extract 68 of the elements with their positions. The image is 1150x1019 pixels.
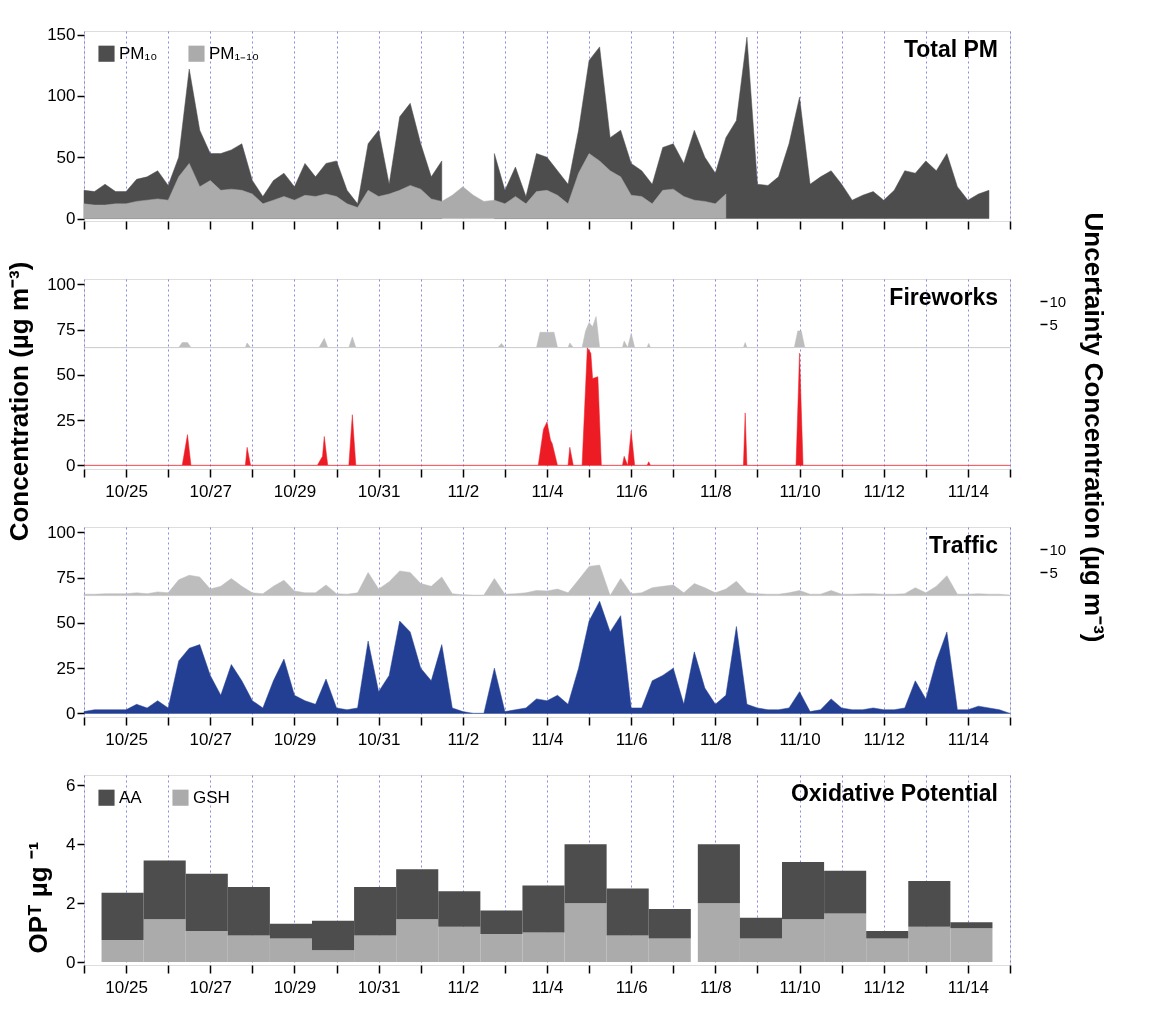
x-tick-label: 10/27: [189, 481, 233, 501]
x-tick-label: 11/4: [531, 977, 564, 997]
y-tick-label: 25: [56, 410, 76, 430]
x-tick-label: 11/12: [863, 977, 905, 997]
y-tick-label: 6: [66, 775, 76, 795]
y-tick-label: 0: [66, 952, 76, 972]
y-tick-label: 75: [56, 568, 76, 588]
x-tick-label: 11/2: [447, 729, 480, 749]
legend-label: GSH: [193, 787, 230, 807]
x-tick-label: 11/2: [447, 481, 480, 501]
y-tick-label: 50: [56, 147, 76, 167]
x-tick-label: 11/8: [699, 977, 732, 997]
x-tick-label: 11/14: [947, 977, 990, 997]
bar: [697, 844, 740, 904]
x-tick-label: 10/29: [273, 977, 317, 997]
x-tick-label: 11/12: [863, 481, 905, 501]
x-tick-label: 11/8: [699, 481, 732, 501]
y2-tick-label: 10: [1049, 540, 1067, 558]
bar: [866, 931, 909, 939]
x-tick-label: 11/4: [531, 481, 564, 501]
y-tick-label: 100: [47, 274, 76, 294]
x-tick-label: 10/29: [273, 481, 317, 501]
y-tick-label: 0: [66, 703, 76, 723]
x-tick-label: 10/25: [105, 977, 148, 997]
x-tick-label: 10/31: [357, 977, 401, 997]
legend-label: AA: [119, 787, 143, 807]
x-tick-label: 11/14: [947, 729, 990, 749]
x-tick-label: 10/27: [189, 977, 233, 997]
y-tick-label: 75: [56, 320, 76, 340]
legend-label: PM₁₀: [119, 43, 158, 63]
x-tick-label: 11/10: [779, 977, 821, 997]
y-tick-label: 25: [56, 658, 76, 678]
x-tick-label: 11/10: [779, 481, 821, 501]
x-tick-label: 11/12: [863, 729, 905, 749]
legend-label: PM₁₋₁₀: [209, 43, 260, 63]
x-tick-label: 11/8: [699, 729, 732, 749]
x-tick-label: 11/6: [615, 977, 648, 997]
x-tick-label: 10/25: [105, 729, 148, 749]
chart-title: Total PM: [903, 36, 998, 62]
y2-axis-title: Uncertainty Concentration (µg m⁻³): [1079, 212, 1110, 643]
x-tick-label: 10/25: [105, 481, 148, 501]
chart-title: Fireworks: [889, 284, 998, 310]
y-axis-title: OPᵀ µg ⁻¹: [23, 841, 54, 954]
y-tick-label: 4: [66, 834, 76, 854]
y-tick-label: 100: [47, 86, 76, 106]
y-axis-title: Concentration (µg m⁻³): [4, 261, 35, 542]
x-tick-label: 10/31: [357, 481, 401, 501]
x-tick-label: 10/27: [189, 729, 233, 749]
chart-title: Oxidative Potential: [790, 780, 998, 806]
y2-tick-label: 5: [1049, 315, 1058, 333]
y-tick-label: 0: [66, 455, 76, 475]
chart-title: Traffic: [928, 532, 999, 558]
x-tick-label: 11/14: [947, 481, 990, 501]
y-tick-label: 2: [66, 893, 76, 913]
x-tick-label: 11/6: [615, 481, 648, 501]
y-tick-label: 0: [66, 209, 76, 229]
y-tick-label: 50: [56, 613, 76, 633]
x-tick-label: 11/2: [447, 977, 480, 997]
x-tick-label: 10/29: [273, 729, 317, 749]
x-tick-label: 11/10: [779, 729, 821, 749]
x-tick-label: 10/31: [357, 729, 401, 749]
x-tick-label: 11/4: [531, 729, 564, 749]
y-tick-label: 100: [47, 522, 76, 542]
y2-tick-label: 5: [1049, 563, 1058, 581]
y2-tick-label: 10: [1049, 292, 1067, 310]
x-tick-label: 11/6: [615, 729, 648, 749]
y-tick-label: 50: [56, 365, 76, 385]
y-tick-label: 150: [47, 25, 76, 45]
